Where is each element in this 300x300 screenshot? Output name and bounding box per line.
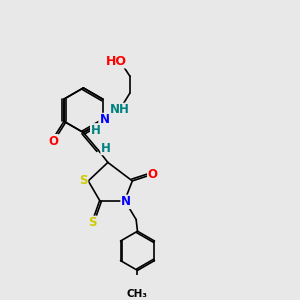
Text: H: H [91,124,100,137]
Text: O: O [148,168,158,181]
Text: H: H [101,142,111,154]
Text: N: N [99,115,109,128]
Text: NH: NH [110,103,130,116]
Text: N: N [100,113,110,127]
Text: S: S [79,174,88,188]
Text: CH₃: CH₃ [127,290,148,299]
Text: S: S [88,216,97,229]
Text: N: N [121,195,131,208]
Text: O: O [48,135,58,148]
Text: HO: HO [106,55,127,68]
